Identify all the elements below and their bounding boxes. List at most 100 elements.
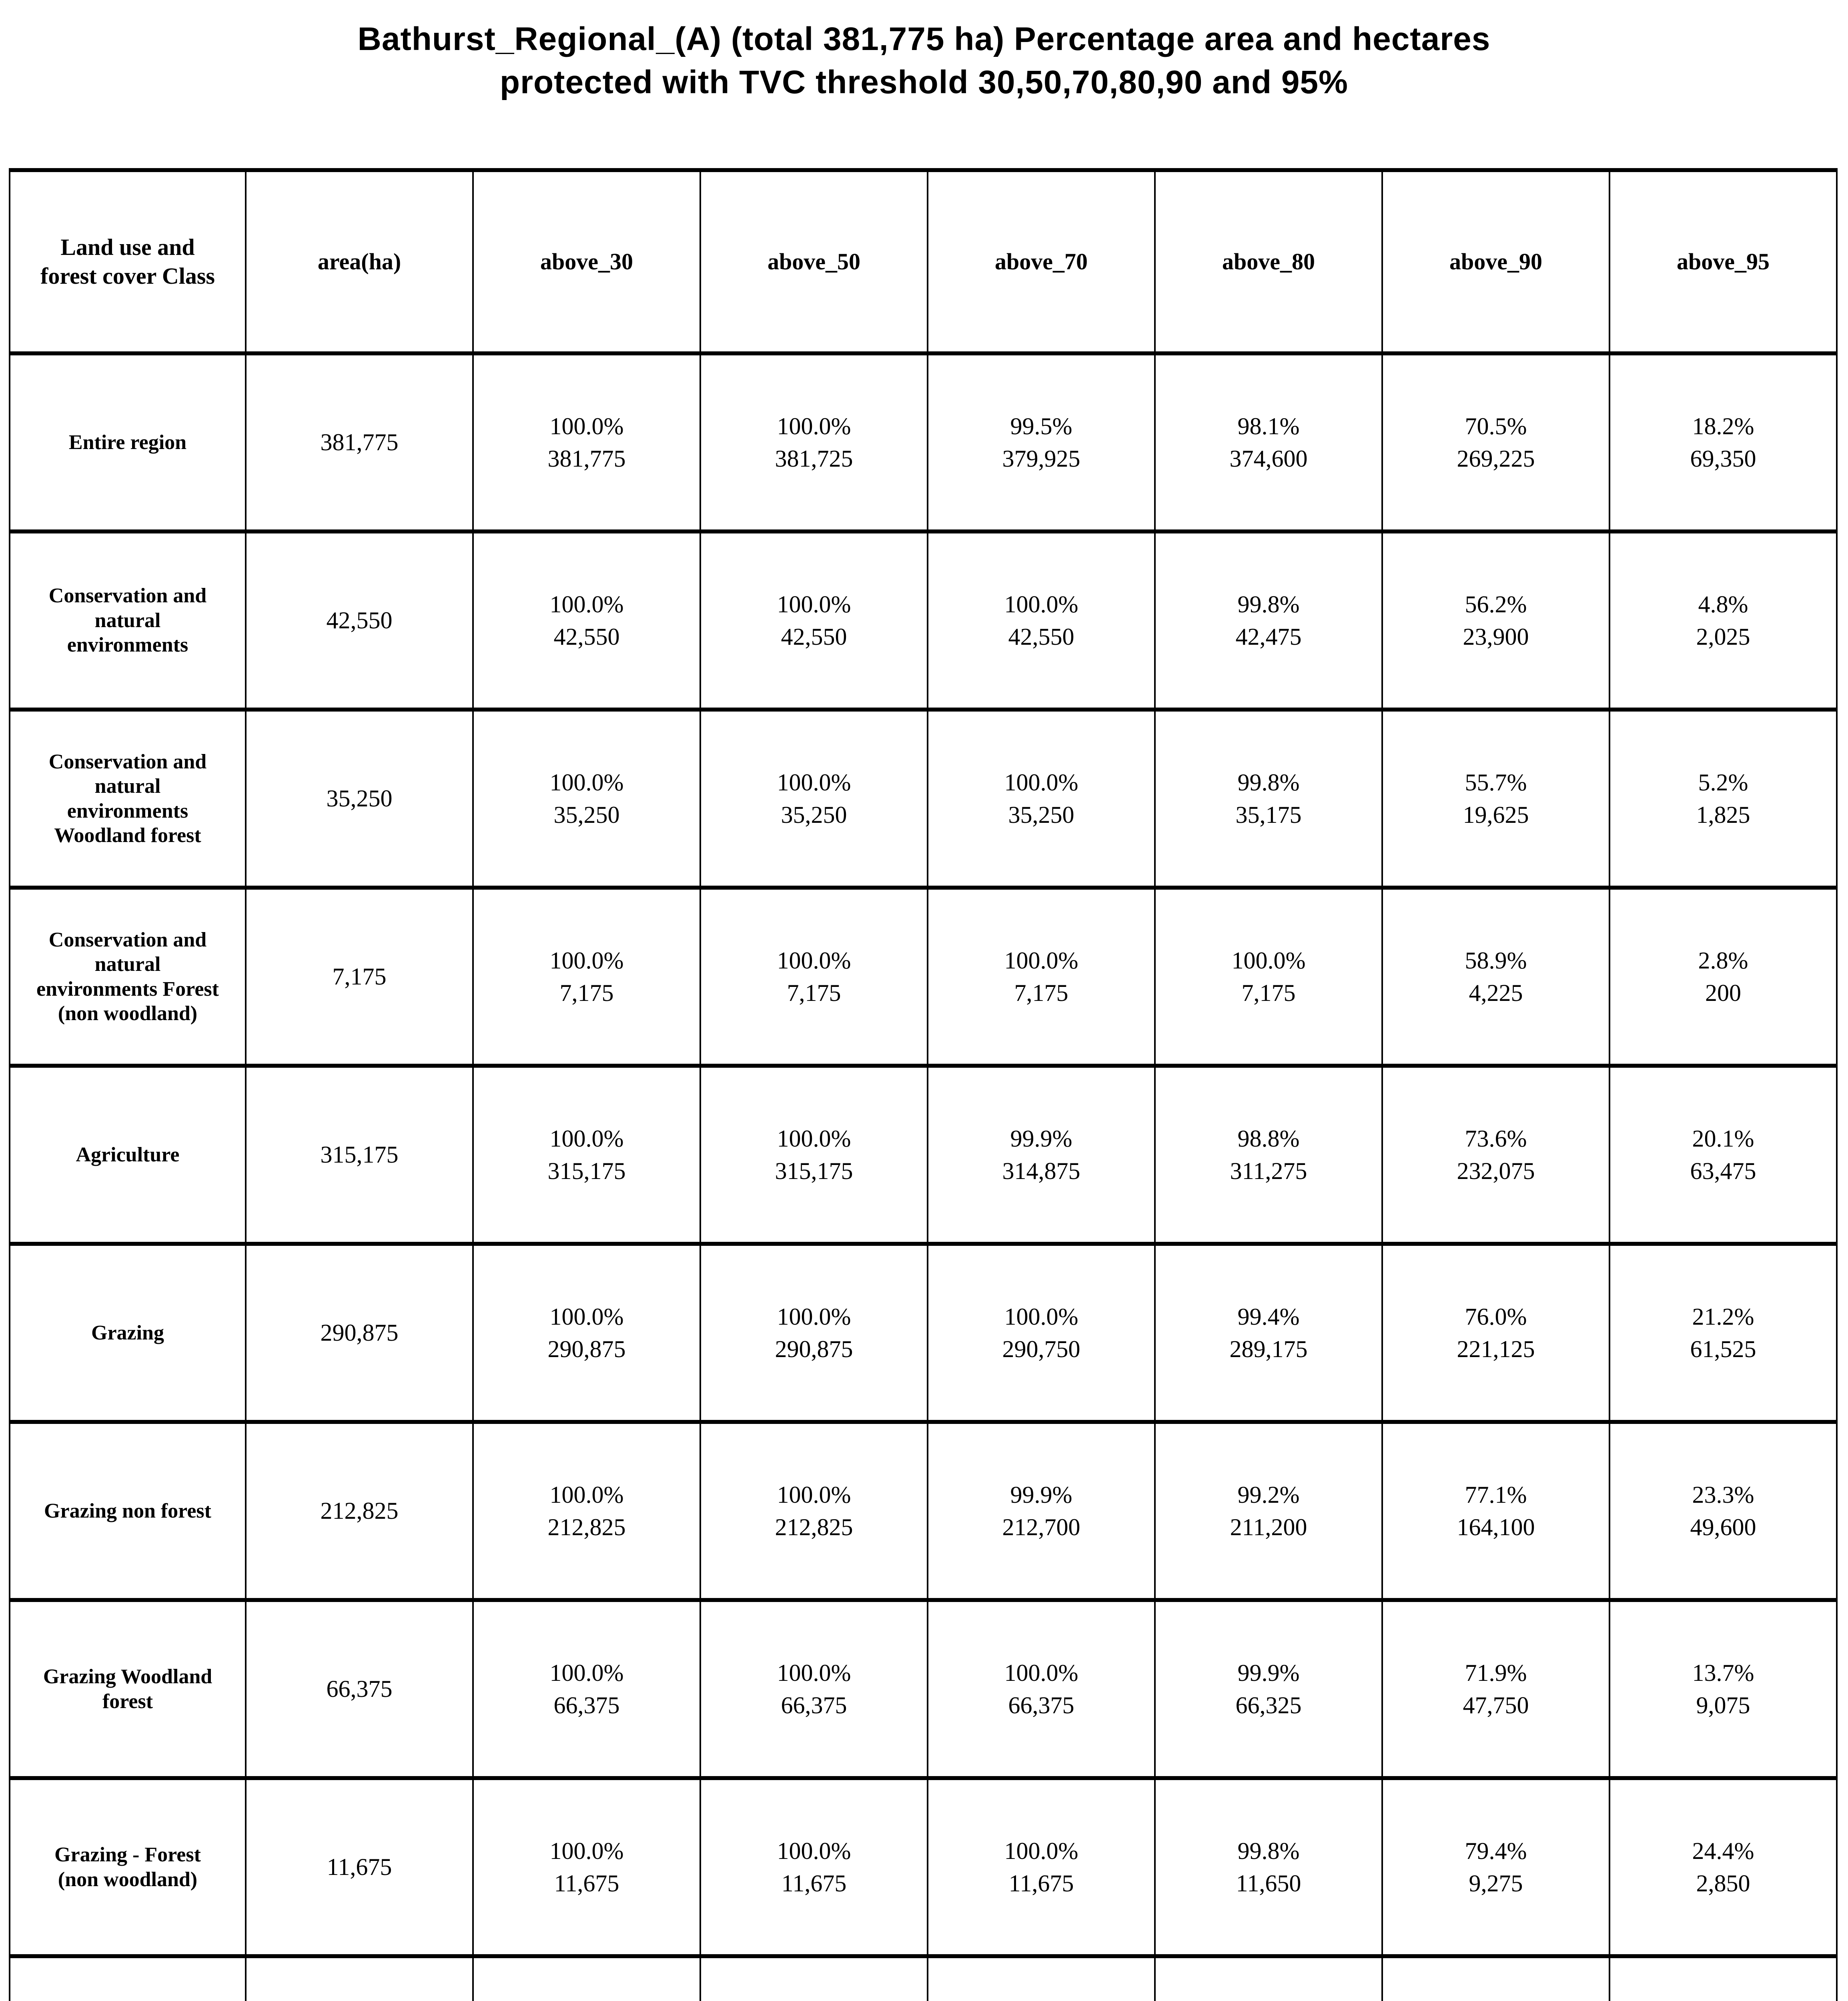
cell-above70: 100.0% 66,375 — [927, 1600, 1156, 1778]
cell-percent: 100.0% — [777, 1659, 851, 1686]
cell-above80: 99.8% 35,175 — [1154, 710, 1383, 888]
cell-percent: 76.0% — [1465, 1303, 1527, 1330]
cell-hectares: 35,250 — [1008, 801, 1074, 828]
table-row: Grazing - Forest (non woodland) 11,675 1… — [9, 1778, 1838, 1956]
cell-above90: 71.9% 47,750 — [1381, 1600, 1610, 1778]
cell-percent: 100.0% — [1004, 1837, 1078, 1864]
cell-percent: 100.0% — [777, 591, 851, 618]
cell-hectares: 4,225 — [1469, 979, 1523, 1006]
cell-above50: 100.0% 290,875 — [700, 1244, 928, 1422]
cell-above90: 79.4% 9,275 — [1381, 1778, 1610, 1956]
cell-above80: 100.0% 7,175 — [1154, 888, 1383, 1066]
cell-above95: 4.8% 2,025 — [1609, 531, 1838, 710]
cell-percent: 100.0% — [549, 1481, 624, 1508]
cell-percent: 100.0% — [549, 1125, 624, 1152]
cell-hectares: 164,100 — [1457, 1514, 1535, 1540]
cell-percent: 55.7% — [1465, 769, 1527, 796]
row-label: Grazing non forest — [9, 1422, 247, 1600]
cell-above30: 100.0% 22,800 — [472, 1956, 701, 2001]
cell-above70: 100.0% 11,675 — [927, 1778, 1156, 1956]
table-row: Agriculture 315,175 100.0% 315,175 100.0… — [9, 1066, 1838, 1244]
cell-above70: 99.7% 22,725 — [927, 1956, 1156, 2001]
cell-above80: 93.4% 21,300 — [1154, 1956, 1383, 2001]
cell-above80: 98.8% 311,275 — [1154, 1066, 1383, 1244]
cell-hectares: 47,750 — [1463, 1692, 1529, 1718]
cell-hectares: 7,175 — [1014, 979, 1068, 1006]
row-label: Entire region — [9, 353, 247, 531]
cell-above70: 99.9% 212,700 — [927, 1422, 1156, 1600]
cell-hectares: 381,725 — [775, 445, 853, 472]
cell-percent: 100.0% — [549, 769, 624, 796]
col-header-class: Land use and forest cover Class — [9, 170, 247, 353]
cell-above90: 55.7% 19,625 — [1381, 710, 1610, 888]
cell-percent: 2.8% — [1698, 947, 1748, 974]
cell-above95: 21.2% 61,525 — [1609, 1244, 1838, 1422]
cell-above30: 100.0% 212,825 — [472, 1422, 701, 1600]
cell-hectares: 11,675 — [781, 1870, 847, 1897]
cell-above70: 100.0% 290,750 — [927, 1244, 1156, 1422]
cell-percent: 13.7% — [1692, 1659, 1754, 1686]
cell-hectares: 9,075 — [1696, 1692, 1750, 1718]
cell-hectares: 314,875 — [1002, 1157, 1080, 1184]
col-header-above90: above_90 — [1381, 170, 1610, 353]
cell-hectares: 66,325 — [1235, 1692, 1302, 1718]
table-row: Conservation and natural environments Fo… — [9, 888, 1838, 1066]
cell-hectares: 42,550 — [1008, 623, 1074, 650]
row-label: Cropping — [9, 1956, 247, 2001]
cell-area: 381,775 — [245, 353, 474, 531]
cell-hectares: 290,875 — [775, 1335, 853, 1362]
table-body: Entire region 381,775 100.0% 381,775 100… — [9, 353, 1838, 2001]
cell-hectares: 290,750 — [1002, 1335, 1080, 1362]
cell-hectares: 212,825 — [547, 1514, 626, 1540]
cell-percent: 58.9% — [1465, 947, 1527, 974]
table-header-row: Land use and forest cover Class area(ha)… — [9, 170, 1838, 353]
row-label: Conservation and natural environments Wo… — [9, 710, 247, 888]
cell-above90: 76.0% 221,125 — [1381, 1244, 1610, 1422]
table-row: Conservation and natural environments Wo… — [9, 710, 1838, 888]
cell-above70: 99.9% 314,875 — [927, 1066, 1156, 1244]
cell-area: 11,675 — [245, 1778, 474, 1956]
cell-percent: 24.4% — [1692, 1837, 1754, 1864]
table-row: Grazing 290,875 100.0% 290,875 100.0% 29… — [9, 1244, 1838, 1422]
cell-percent: 99.9% — [1237, 1659, 1300, 1686]
cell-hectares: 9,275 — [1469, 1870, 1523, 1897]
cell-hectares: 2,025 — [1696, 623, 1750, 650]
col-header-above30: above_30 — [472, 170, 701, 353]
cell-above50: 100.0% 35,250 — [700, 710, 928, 888]
cell-above50: 100.0% 22,800 — [700, 1956, 928, 2001]
cell-above70: 100.0% 7,175 — [927, 888, 1156, 1066]
cell-percent: 4.8% — [1698, 591, 1748, 618]
cell-hectares: 61,525 — [1690, 1335, 1756, 1362]
cell-area: 315,175 — [245, 1066, 474, 1244]
cell-percent: 99.9% — [1010, 1125, 1072, 1152]
cell-above95: 18.2% 69,350 — [1609, 353, 1838, 531]
cell-above30: 100.0% 42,550 — [472, 531, 701, 710]
col-header-above95: above_95 — [1609, 170, 1838, 353]
cell-above30: 100.0% 35,250 — [472, 710, 701, 888]
cell-hectares: 66,375 — [553, 1692, 620, 1718]
cell-above95: 2.8% 200 — [1609, 888, 1838, 1066]
cell-percent: 100.0% — [549, 1659, 624, 1686]
cell-percent: 100.0% — [777, 947, 851, 974]
cell-above30: 100.0% 381,775 — [472, 353, 701, 531]
cell-hectares: 290,875 — [547, 1335, 626, 1362]
cell-above80: 99.2% 211,200 — [1154, 1422, 1383, 1600]
col-header-above80: above_80 — [1154, 170, 1383, 353]
table-row: Grazing non forest 212,825 100.0% 212,82… — [9, 1422, 1838, 1600]
row-label: Agriculture — [9, 1066, 247, 1244]
row-label: Conservation and natural environments — [9, 531, 247, 710]
row-label: Conservation and natural environments Fo… — [9, 888, 247, 1066]
cell-percent: 99.5% — [1010, 413, 1072, 439]
page-title-line1: Bathurst_Regional_(A) (total 381,775 ha)… — [357, 21, 1491, 57]
cell-percent: 100.0% — [777, 1303, 851, 1330]
cell-hectares: 269,225 — [1457, 445, 1535, 472]
cell-above50: 100.0% 381,725 — [700, 353, 928, 531]
cell-percent: 99.8% — [1237, 769, 1300, 796]
cell-hectares: 2,850 — [1696, 1870, 1750, 1897]
cell-hectares: 381,775 — [547, 445, 626, 472]
cell-above50: 100.0% 212,825 — [700, 1422, 928, 1600]
cell-percent: 79.4% — [1465, 1837, 1527, 1864]
cell-percent: 100.0% — [1004, 1303, 1078, 1330]
cell-percent: 100.0% — [1004, 591, 1078, 618]
col-header-above50: above_50 — [700, 170, 928, 353]
